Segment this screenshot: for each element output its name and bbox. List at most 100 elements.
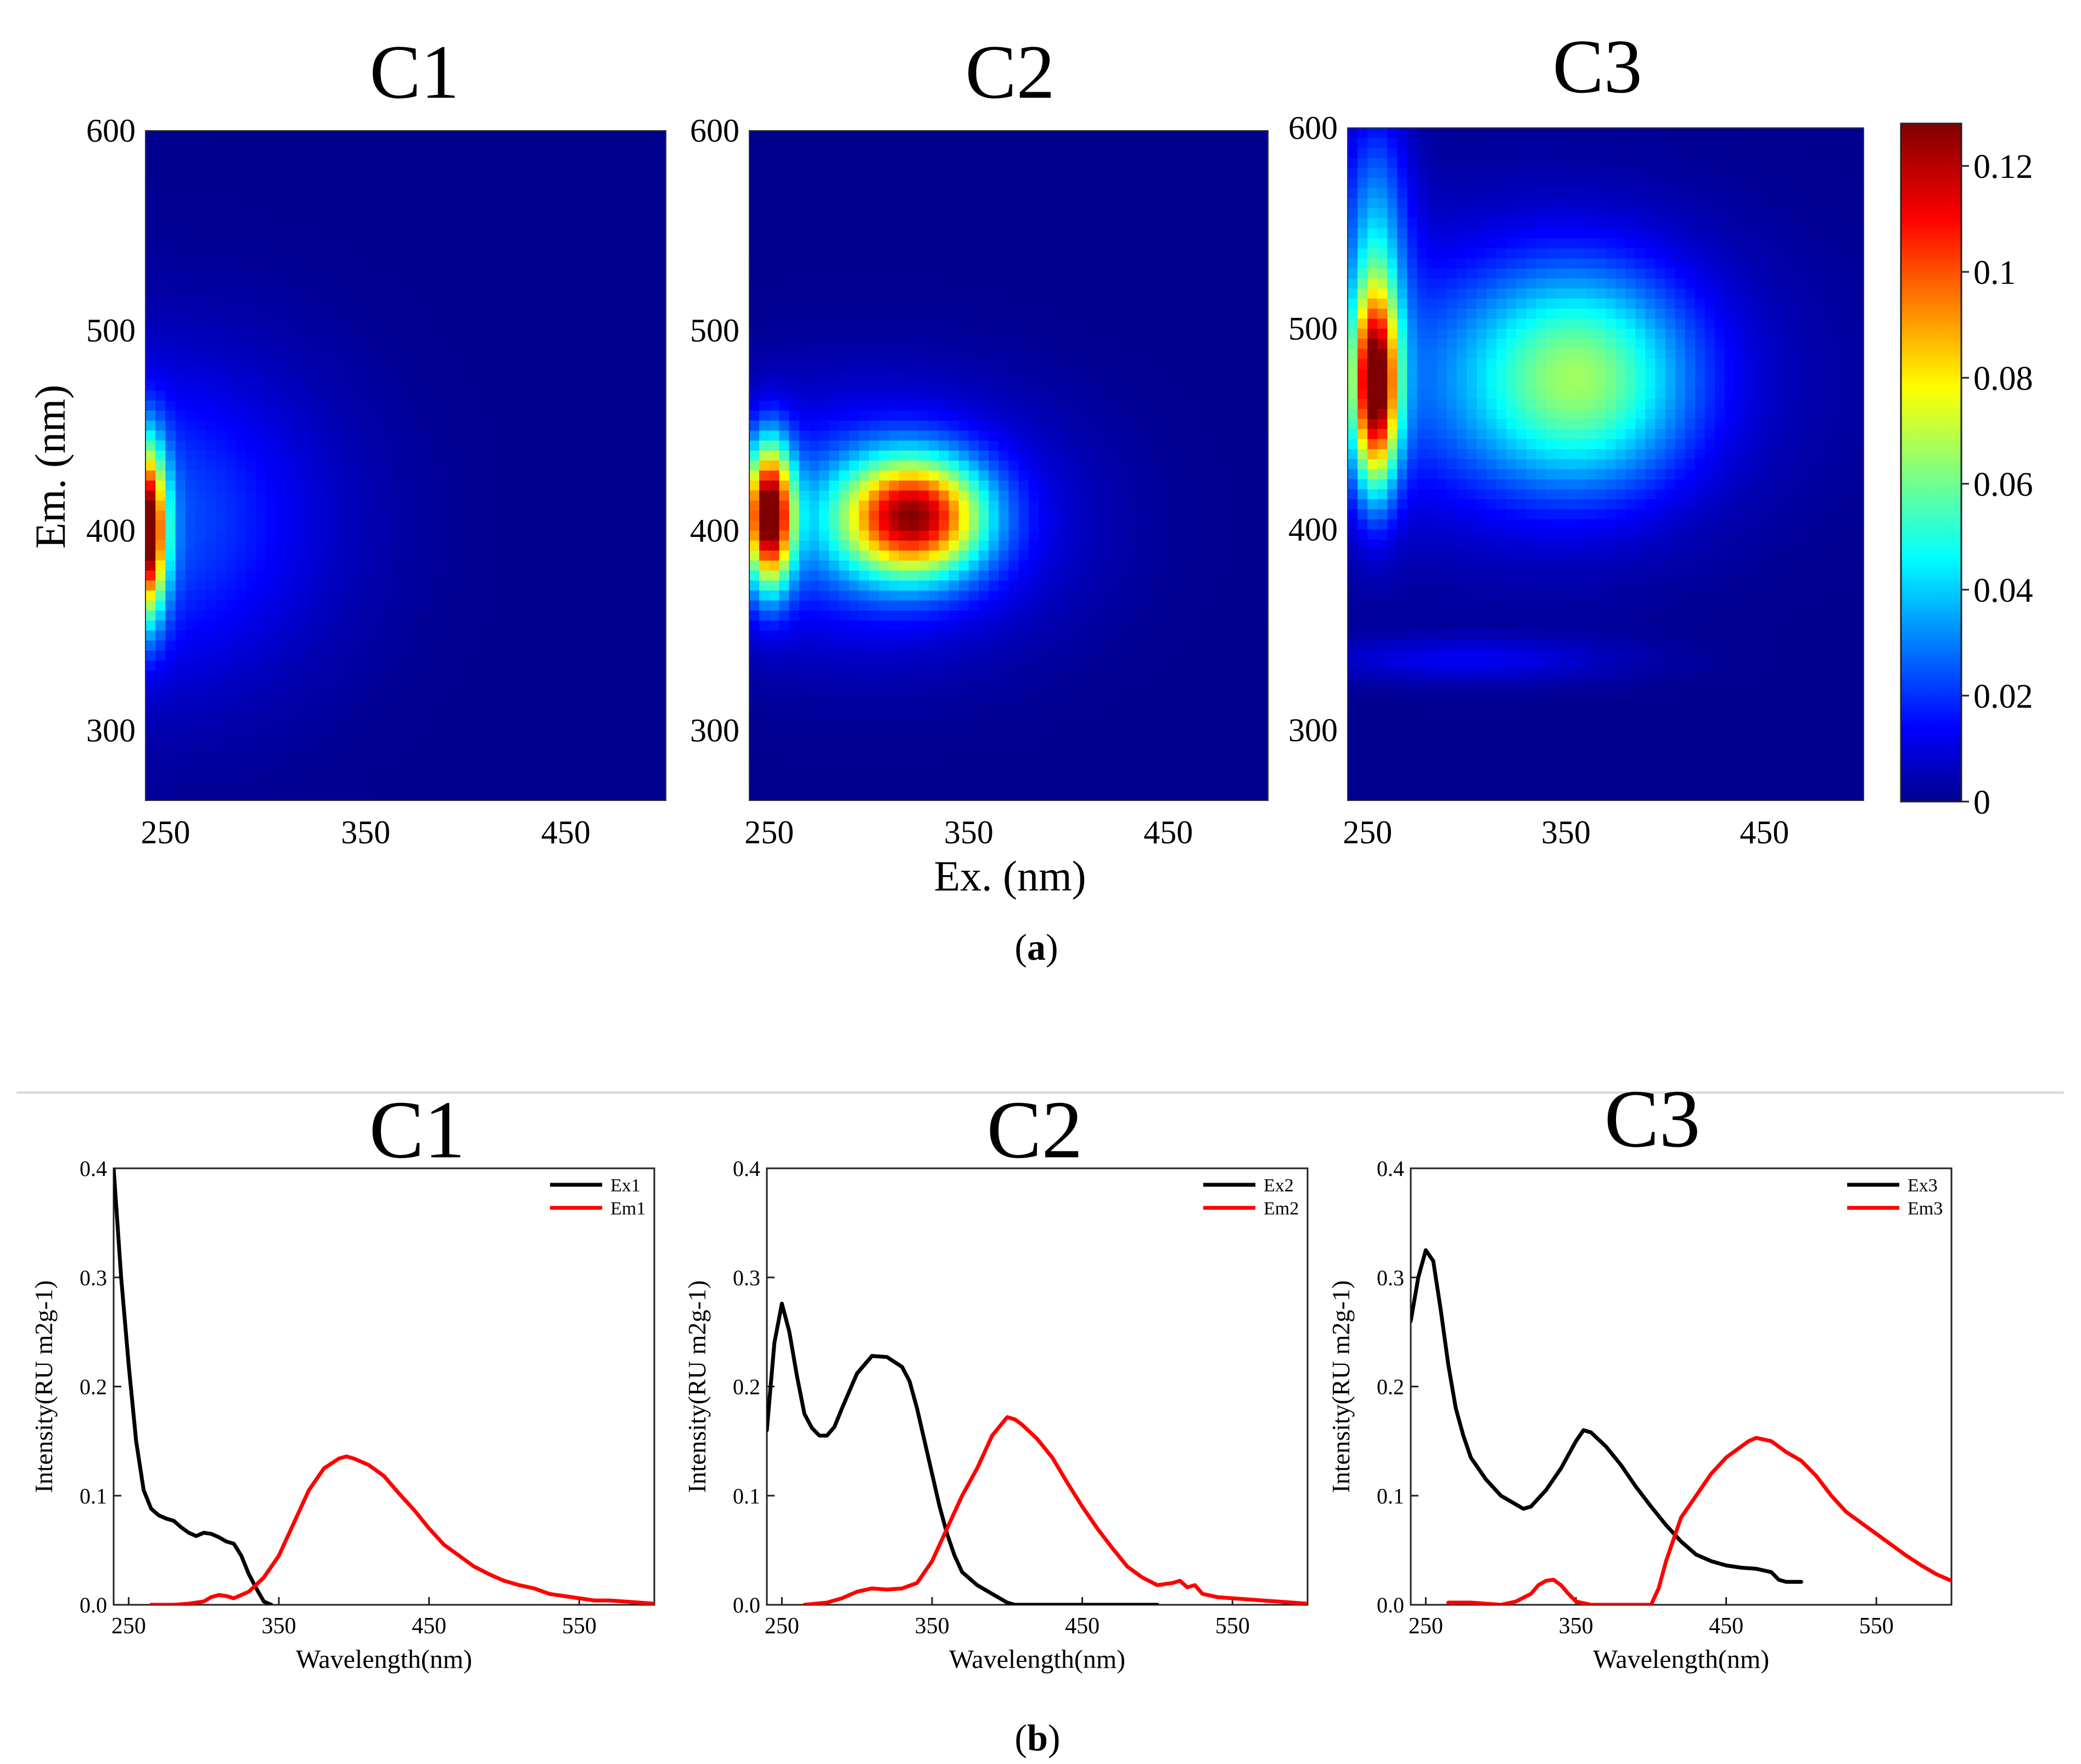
- heatmap-cell: [515, 131, 526, 142]
- heatmap-cell: [276, 471, 287, 481]
- heatmap-cell: [245, 150, 256, 161]
- heatmap-cell: [445, 640, 456, 651]
- heatmap-cell: [355, 210, 366, 221]
- heatmap-cell: [939, 191, 950, 201]
- heatmap-cell: [315, 430, 326, 441]
- heatmap-cell: [425, 410, 436, 421]
- heatmap-cell: [626, 281, 637, 292]
- heatmap-cell: [759, 250, 770, 261]
- heatmap-cell: [646, 510, 657, 521]
- heatmap-cell: [809, 380, 820, 391]
- heatmap-cell: [779, 500, 790, 511]
- heatmap-cell: [305, 160, 316, 171]
- heatmap-cell: [918, 270, 929, 281]
- heatmap-cell: [799, 281, 810, 292]
- heatmap-cell: [596, 520, 607, 531]
- heatmap-cell: [276, 360, 287, 371]
- heatmap-cell: [315, 690, 326, 701]
- heatmap-cell: [819, 500, 830, 511]
- heatmap-cell: [155, 550, 166, 561]
- heatmap-cell: [276, 141, 287, 152]
- heatmap-cell: [615, 150, 626, 161]
- heatmap-cell: [425, 231, 436, 242]
- heatmap-cell: [335, 460, 346, 471]
- heatmap-cell: [536, 200, 547, 211]
- heatmap-cell: [345, 231, 356, 242]
- heatmap-cell: [245, 510, 256, 521]
- heatmap-cell: [445, 131, 456, 142]
- heatmap-cell: [355, 200, 366, 211]
- heatmap-cell: [475, 660, 486, 671]
- heatmap-cell: [586, 630, 597, 641]
- heatmap-cell: [416, 410, 427, 421]
- heatmap-cell: [496, 150, 507, 161]
- heatmap-cell: [366, 450, 377, 461]
- heatmap-cell: [939, 550, 950, 561]
- heatmap-cell: [276, 600, 287, 611]
- heatmap-cell: [939, 790, 950, 801]
- heatmap-cell: [485, 730, 496, 741]
- heatmap-cell: [506, 660, 517, 671]
- heatmap-cell: [165, 490, 176, 501]
- heatmap-cell: [285, 600, 296, 611]
- heatmap-cell: [315, 131, 326, 142]
- heatmap-cell: [615, 660, 626, 671]
- heatmap-cell: [305, 740, 316, 751]
- heatmap-cell: [596, 550, 607, 561]
- heatmap-cell: [869, 270, 880, 281]
- heatmap-cell: [918, 390, 929, 401]
- heatmap-cell: [889, 360, 900, 371]
- heatmap-cell: [565, 410, 576, 421]
- heatmap-cell: [596, 310, 607, 321]
- heatmap-cell: [395, 200, 406, 211]
- heatmap-cell: [958, 450, 969, 461]
- heatmap-cell: [605, 200, 616, 211]
- heatmap-cell: [759, 730, 770, 741]
- heatmap-cell: [829, 650, 840, 661]
- heatmap-cell: [759, 460, 770, 471]
- heatmap-cell: [345, 510, 356, 521]
- heatmap-cell: [235, 410, 246, 421]
- heatmap-cell: [939, 750, 950, 761]
- heatmap-cell: [475, 191, 486, 201]
- heatmap-cell: [425, 740, 436, 751]
- heatmap-cell: [869, 720, 880, 731]
- heatmap-cell: [295, 730, 306, 741]
- heatmap-cell: [395, 150, 406, 161]
- heatmap-cell: [366, 260, 377, 271]
- heatmap-cell: [375, 750, 386, 761]
- heatmap-cell: [586, 660, 597, 671]
- heatmap-cell: [465, 290, 476, 301]
- heatmap-cell: [615, 570, 626, 581]
- heatmap-cell: [615, 600, 626, 611]
- heatmap-cell: [425, 750, 436, 761]
- heatmap-cell: [255, 200, 266, 211]
- heatmap-cell: [245, 191, 256, 201]
- heatmap-cell: [326, 250, 336, 261]
- heatmap-cell: [506, 290, 517, 301]
- heatmap-cell: [475, 670, 486, 681]
- heatmap-cell: [615, 360, 626, 371]
- heatmap-cell: [175, 131, 186, 142]
- heatmap-cell: [799, 380, 810, 391]
- heatmap-cell: [575, 390, 586, 401]
- heatmap-cell: [536, 141, 547, 152]
- heatmap-cell: [626, 210, 637, 221]
- heatmap-cell: [546, 331, 557, 341]
- heatmap-cell: [829, 570, 840, 581]
- heatmap-cell: [465, 340, 476, 351]
- heatmap-cell: [899, 750, 910, 761]
- heatmap-cell: [385, 611, 396, 621]
- heatmap-cell: [565, 371, 576, 382]
- heatmap-cell: [869, 331, 880, 341]
- heatmap-cell: [615, 181, 626, 192]
- heatmap-cell: [929, 550, 940, 561]
- heatmap-cell: [958, 250, 969, 261]
- heatmap-cell: [215, 430, 226, 441]
- heatmap-cell: [485, 360, 496, 371]
- heatmap-cell: [789, 131, 800, 142]
- heatmap-cell: [949, 170, 960, 181]
- heatmap-cell: [195, 480, 206, 491]
- heatmap-cell: [465, 421, 476, 432]
- heatmap-cell: [839, 540, 850, 551]
